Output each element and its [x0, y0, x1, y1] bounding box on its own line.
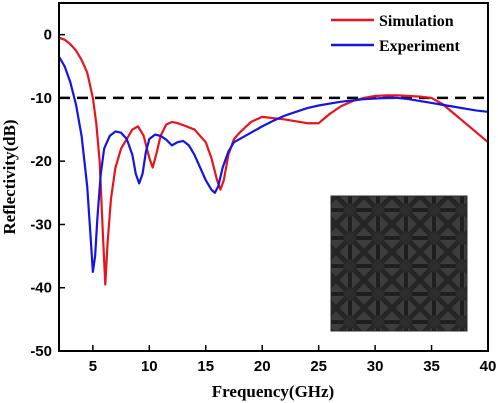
y-tick-label: -30 — [30, 216, 52, 233]
series-line-simulation — [59, 36, 488, 286]
x-tick-label: 40 — [480, 358, 497, 375]
legend-label-experiment: Experiment — [379, 38, 461, 55]
x-tick-label: 25 — [310, 358, 327, 375]
legend-label-simulation: Simulation — [379, 13, 454, 30]
legend: Simulation Experiment — [331, 13, 461, 55]
y-tick-label: -50 — [30, 343, 52, 360]
x-tick-label: 30 — [367, 358, 384, 375]
y-tick-label: -10 — [30, 90, 52, 107]
y-tick-label: 0 — [44, 27, 52, 44]
x-tick-label: 10 — [141, 358, 158, 375]
x-tick-label: 20 — [254, 358, 271, 375]
sample-photo-inset — [330, 195, 468, 332]
x-tick-label: 5 — [89, 358, 97, 375]
x-tick-label: 15 — [197, 358, 214, 375]
y-tick-label: -40 — [30, 280, 52, 297]
plot-frame — [58, 2, 489, 352]
y-tick-label: -20 — [30, 153, 52, 170]
x-axis-title: Frequency(GHz) — [212, 382, 334, 401]
x-tick-label: 35 — [423, 358, 440, 375]
series-line-experiment — [59, 56, 488, 274]
y-axis-title: Reflectivity(dB) — [0, 119, 19, 234]
